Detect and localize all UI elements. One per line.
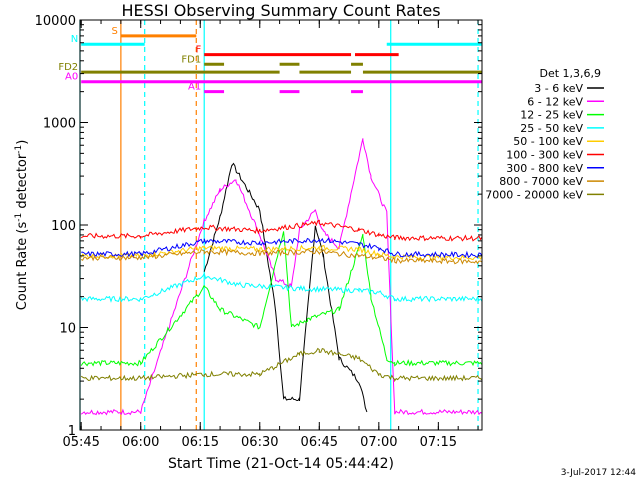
flag-label-fd2: FD2: [58, 62, 78, 73]
legend-label-0: 3 - 6 keV: [534, 82, 583, 95]
series-line-0-part-0: [203, 162, 368, 413]
series-line-8-part-0: [80, 347, 483, 383]
x-tick-label-5: 07:00: [360, 435, 397, 450]
series-line-4-part-0: [80, 244, 483, 261]
flag-label-n: N: [71, 34, 78, 45]
y-tick-label-3: 1000: [43, 117, 76, 132]
x-tick-label-6: 07:15: [420, 435, 457, 450]
legend-label-5: 100 - 300 keV: [506, 149, 583, 162]
y-axis-label: Count Rate (s-1 detector-1): [14, 140, 30, 311]
flag-label-f: F: [195, 45, 201, 56]
legend-label-6: 300 - 800 keV: [506, 162, 583, 175]
series-line-1-part-0: [80, 138, 483, 416]
x-tick-label-2: 06:15: [182, 435, 219, 450]
x-axis-label: Start Time (21-Oct-14 05:44:42): [168, 456, 394, 472]
flag-label-s: S: [112, 26, 118, 37]
series-line-5-part-0: [80, 219, 483, 242]
legend-label-3: 25 - 50 keV: [520, 122, 583, 135]
series-line-2-part-0: [80, 231, 483, 367]
x-tick-label-3: 06:30: [241, 435, 278, 450]
legend-title: Det 1,3,6,9: [539, 67, 601, 80]
series-lines: [80, 138, 483, 416]
legend-label-4: 50 - 100 keV: [513, 135, 583, 148]
axis-ticks: 1 10 100 1000 10000 05:45 06:00 06:15 06:30 06:45…: [35, 14, 482, 450]
x-tick-label-4: 06:45: [301, 435, 338, 450]
legend-label-2: 12 - 25 keV: [520, 109, 583, 122]
legend-label-8: 7000 - 20000 keV: [485, 188, 583, 201]
flag-label-fd1: FD1: [181, 54, 201, 65]
x-tick-label-0: 05:45: [62, 435, 99, 450]
x-tick-label-1: 06:00: [122, 435, 159, 450]
series-line-3-part-0: [80, 273, 483, 303]
legend-label-1: 6 - 12 keV: [527, 95, 583, 108]
flag-label-a1: A1: [188, 82, 201, 93]
flag-label-a0: A0: [65, 72, 78, 83]
y-tick-label-4: 10000: [35, 14, 76, 29]
y-tick-label-1: 10: [59, 322, 76, 337]
series-line-7-part-0: [80, 248, 483, 265]
series-line-6-part-0: [81, 237, 483, 259]
y-tick-label-2: 100: [51, 219, 76, 234]
y-tick-label-0: 1: [68, 424, 76, 439]
chart-title: HESSI Observing Summary Count Rates: [121, 1, 440, 20]
footer-date: 3-Jul-2017 12:44: [561, 468, 637, 478]
legend-label-7: 800 - 7000 keV: [499, 175, 583, 188]
